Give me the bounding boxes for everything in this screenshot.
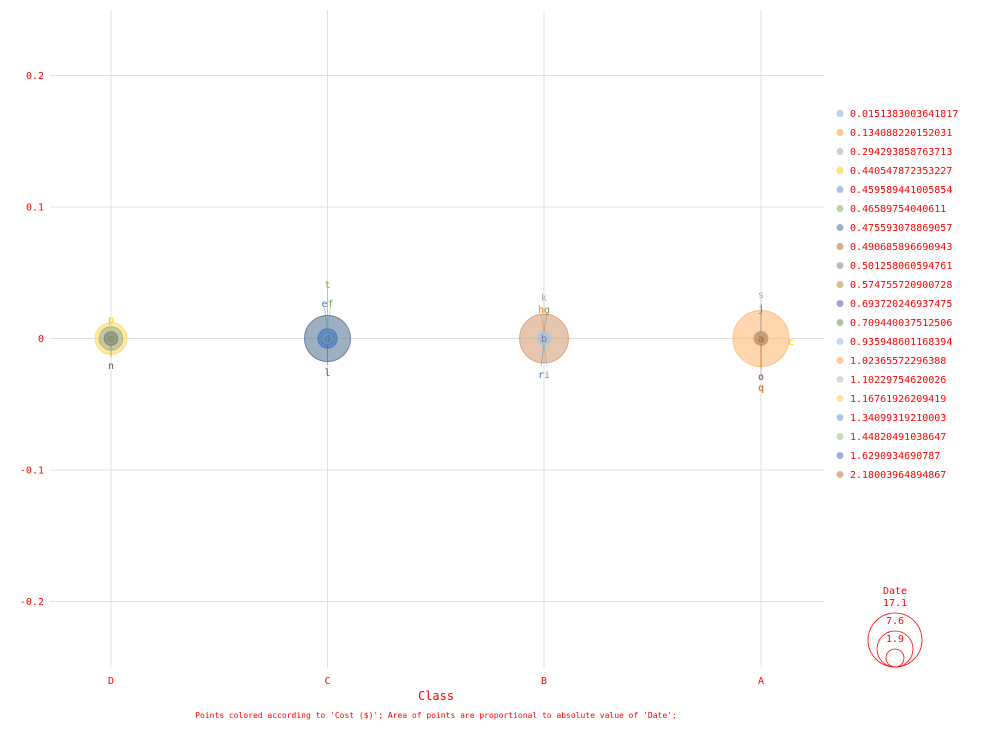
point-label-a: a <box>758 334 764 345</box>
size-legend-label: 17.1 <box>883 598 907 609</box>
point-label-n: n <box>108 361 114 372</box>
color-legend-swatch <box>836 414 844 421</box>
color-legend-swatch <box>836 148 844 155</box>
color-legend-swatch <box>836 129 844 136</box>
label-connector-r <box>540 344 545 367</box>
bubbles <box>94 310 790 367</box>
gridlines <box>50 10 824 668</box>
x-tick-label: A <box>758 676 764 687</box>
color-legend-label: 0.46589754040611 <box>850 204 946 215</box>
point-label-h: h <box>538 305 544 316</box>
x-axis-title: Class <box>418 689 454 703</box>
size-legend-label: 1.9 <box>886 634 904 645</box>
size-legend-title: Date <box>883 586 907 597</box>
point-label-q: q <box>758 383 764 394</box>
color-legend-label: 0.709440037512506 <box>850 318 952 329</box>
color-legend-label: 0.294293858763713 <box>850 147 952 158</box>
point-label-j: j <box>758 304 764 315</box>
color-legend-swatch <box>836 300 844 307</box>
color-legend-swatch <box>836 262 844 269</box>
label-connector-e <box>324 307 328 333</box>
color-legend-label: 0.475593078869057 <box>850 223 952 234</box>
color-legend-label: 0.0151383003641817 <box>850 109 958 120</box>
color-legend-swatch <box>836 110 844 117</box>
color-legend-label: 1.6290934690787 <box>850 451 940 462</box>
color-legend-swatch <box>836 376 844 383</box>
color-legend-label: 0.459589441005854 <box>850 185 952 196</box>
chart-caption: Points colored according to 'Cost ($)'; … <box>195 711 677 720</box>
y-tick-label: 0.1 <box>26 203 44 214</box>
color-legend-label: 0.501258060594761 <box>850 261 952 272</box>
x-tick-label: D <box>108 676 114 687</box>
color-legend-swatch <box>836 319 844 326</box>
point-label-l: l <box>324 368 330 379</box>
y-axis-ticks: 0.2 0.1 0 -0.1 -0.2 <box>20 71 44 608</box>
color-legend-label: 0.490685896690943 <box>850 242 952 253</box>
point-label-k: k <box>541 293 547 304</box>
color-legend-swatch <box>836 471 844 478</box>
color-legend-label: 1.44820491038647 <box>850 432 946 443</box>
x-tick-label: B <box>541 676 547 687</box>
point-label-p: p <box>108 315 114 326</box>
color-legend-label: 2.18003964894867 <box>850 470 946 481</box>
color-legend-swatch <box>836 338 844 345</box>
color-legend-swatch <box>836 243 844 250</box>
color-legend-label: 0.134088220152031 <box>850 128 952 139</box>
color-legend-swatch <box>836 167 844 174</box>
point-label-g: g <box>544 305 550 316</box>
color-legend: 0.0151383003641817 0.134088220152031 0.294… <box>836 109 958 481</box>
point-label-f: f <box>327 299 333 310</box>
color-legend-label: 0.574755720900728 <box>850 280 952 291</box>
color-legend-swatch <box>836 452 844 459</box>
point-label-s: s <box>758 290 764 301</box>
point-label-m: m <box>108 334 114 345</box>
y-tick-label: 0.2 <box>26 71 44 82</box>
color-legend-swatch <box>836 395 844 402</box>
color-legend-label: 0.935948601168394 <box>850 337 952 348</box>
color-legend-swatch <box>836 281 844 288</box>
point-label-e: e <box>321 299 327 310</box>
size-legend: Date 17.1 7.6 1.9 <box>867 586 923 668</box>
color-legend-swatch <box>836 224 844 231</box>
color-legend-label: 1.02365572296388 <box>850 356 946 367</box>
label-connector-h <box>540 313 545 333</box>
size-legend-circle <box>885 648 905 668</box>
color-legend-swatch <box>836 433 844 440</box>
label-connector-g <box>543 313 548 333</box>
y-tick-label: -0.2 <box>20 597 44 608</box>
point-label-d: d <box>324 334 330 345</box>
point-label-c: c <box>788 337 794 348</box>
color-legend-label: 0.440547872353227 <box>850 166 952 177</box>
color-legend-label: 0.693720246937475 <box>850 299 952 310</box>
point-label-b: b <box>541 334 547 345</box>
label-connector-i <box>543 344 548 367</box>
y-tick-label: 0 <box>38 334 44 345</box>
x-tick-label: C <box>324 676 330 687</box>
color-legend-label: 1.16761926209419 <box>850 394 946 405</box>
size-legend-label: 7.6 <box>886 616 904 627</box>
color-legend-swatch <box>836 357 844 364</box>
point-label-r: r <box>538 370 544 381</box>
color-legend-label: 1.10229754620026 <box>850 375 946 386</box>
label-connector-f <box>327 307 331 333</box>
color-legend-label: 1.34099319210003 <box>850 413 946 424</box>
color-legend-swatch <box>836 186 844 193</box>
color-legend-swatch <box>836 205 844 212</box>
point-label-t: t <box>324 280 330 291</box>
y-tick-label: -0.1 <box>20 466 44 477</box>
point-labels: pmntefdlkhgbrisjacoq <box>108 280 794 394</box>
point-label-i: i <box>544 370 550 381</box>
